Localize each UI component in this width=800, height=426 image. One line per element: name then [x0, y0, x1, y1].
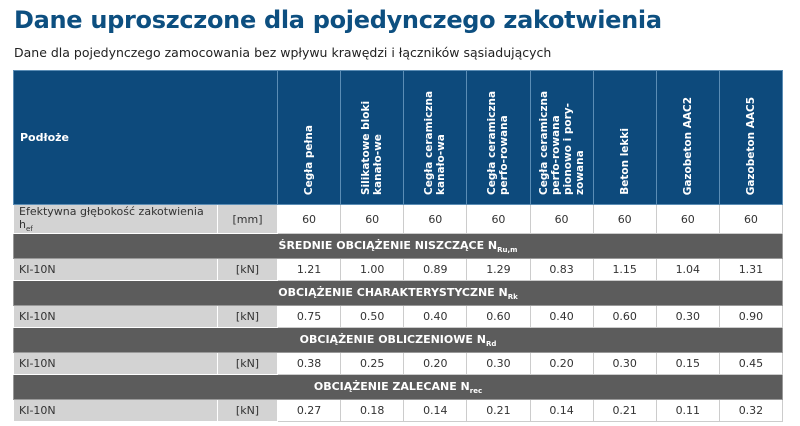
section-title-subscript: Ru,m — [497, 245, 518, 254]
value-cell: 0.89 — [403, 258, 468, 282]
value-cell: 0.21 — [592, 399, 657, 423]
anchor-data-table: Podłoże Cegła pełna Silikatowe bloki kana… — [13, 70, 784, 423]
section-title-subscript: rec — [469, 386, 483, 395]
section-title: OBCIĄŻENIE OBLICZENIOWE NRd — [13, 327, 783, 354]
column-header-label: Cegła ceramiczna perfo-rowana — [486, 90, 511, 195]
value-cell: 0.32 — [718, 399, 784, 423]
row-label-text: Efektywna głębokość zakotwienia h — [19, 205, 204, 231]
value-cell: 60 — [592, 203, 657, 235]
value-cell: 1.04 — [655, 258, 720, 282]
column-header-label: Cegła ceramiczna perfo-rowana pionowo i … — [537, 90, 586, 195]
value-cell: 0.11 — [655, 399, 720, 423]
section-title-subscript: Rk — [507, 292, 518, 301]
value-cell: 1.29 — [466, 258, 531, 282]
value-cell: 60 — [655, 203, 720, 235]
column-header: Gazobeton AAC2 — [655, 70, 720, 205]
value-cell: 60 — [466, 203, 531, 235]
column-header: Cegła pełna — [276, 70, 342, 205]
value-cell: 0.90 — [718, 305, 784, 329]
section-title-text: OBCIĄŻENIE CHARAKTERYSTYCZNE N — [278, 285, 508, 299]
value-cell: 0.14 — [403, 399, 468, 423]
value-cell: 0.45 — [718, 352, 784, 376]
section-header: ŚREDNIE OBCIĄŻENIE NISZCZĄCE NRu,m — [13, 233, 783, 260]
row-label-text: KI-10N — [19, 357, 56, 371]
value-cell: 60 — [276, 203, 342, 235]
section-header: OBCIĄŻENIE ZALECANE Nrec — [13, 374, 783, 401]
value-cell: 1.00 — [340, 258, 405, 282]
table-row: KI-10N [kN] 0.75 0.50 0.40 0.60 0.40 0.60 0.30 0.… — [13, 305, 784, 329]
column-header: Cegła ceramiczna perfo-rowana — [466, 70, 531, 205]
column-header-label: Gazobeton AAC5 — [744, 96, 757, 195]
value-cell: 0.30 — [592, 352, 657, 376]
page-subtitle: Dane dla pojedynczego zamocowania bez wp… — [14, 45, 552, 60]
value-cell: 0.15 — [655, 352, 720, 376]
section-title-subscript: Rd — [485, 339, 497, 348]
column-header: Beton lekki — [592, 70, 657, 205]
column-header: Cegła ceramiczna kanało-wa — [403, 70, 468, 205]
row-unit: [kN] — [217, 352, 278, 376]
section-title: ŚREDNIE OBCIĄŻENIE NISZCZĄCE NRu,m — [13, 233, 783, 260]
value-cell: 0.60 — [592, 305, 657, 329]
section-title-text: OBCIĄŻENIE OBLICZENIOWE N — [299, 332, 486, 346]
value-cell: 60 — [340, 203, 405, 235]
column-header-label: Gazobeton AAC2 — [681, 96, 694, 195]
value-cell: 0.50 — [340, 305, 405, 329]
row-unit: [kN] — [217, 258, 278, 282]
value-cell: 0.60 — [466, 305, 531, 329]
column-header-label: Beton lekki — [618, 128, 631, 195]
value-cell: 0.30 — [655, 305, 720, 329]
column-header-label: Silikatowe bloki kanało-we — [360, 100, 385, 195]
section-title: OBCIĄŻENIE ZALECANE Nrec — [13, 374, 783, 401]
column-header: Silikatowe bloki kanało-we — [340, 70, 405, 205]
column-header-label: Cegła ceramiczna kanało-wa — [423, 90, 448, 195]
column-header-label: Cegła pełna — [303, 124, 316, 195]
row-label-text: KI-10N — [19, 404, 56, 418]
depth-row: Efektywna głębokość zakotwienia hef [mm] 6… — [13, 203, 784, 235]
value-cell: 60 — [403, 203, 468, 235]
row-label: KI-10N — [13, 352, 218, 376]
row-label: KI-10N — [13, 258, 218, 282]
column-header: Cegła ceramiczna perfo-rowana pionowo i … — [529, 70, 594, 205]
section-header: OBCIĄŻENIE OBLICZENIOWE NRd — [13, 327, 783, 354]
table-row: KI-10N [kN] 1.21 1.00 0.89 1.29 0.83 1.15 1.04 1.… — [13, 258, 784, 282]
row-label: KI-10N — [13, 399, 218, 423]
value-cell: 0.83 — [529, 258, 594, 282]
row-label-subscript: ef — [25, 225, 33, 234]
section-header: OBCIĄŻENIE CHARAKTERYSTYCZNE NRk — [13, 280, 783, 307]
value-cell: 0.25 — [340, 352, 405, 376]
row-label-text: KI-10N — [19, 310, 56, 324]
value-cell: 0.27 — [276, 399, 342, 423]
page-title: Dane uproszczone dla pojedynczego zakotw… — [14, 6, 662, 34]
value-cell: 60 — [718, 203, 784, 235]
table-row: KI-10N [kN] 0.27 0.18 0.14 0.21 0.14 0.21 0.11 0.… — [13, 399, 784, 423]
table-row: KI-10N [kN] 0.38 0.25 0.20 0.30 0.20 0.30 0.15 0.… — [13, 352, 784, 376]
row-label: Efektywna głębokość zakotwienia hef — [13, 203, 218, 235]
value-cell: 0.75 — [276, 305, 342, 329]
value-cell: 0.38 — [276, 352, 342, 376]
value-cell: 0.20 — [403, 352, 468, 376]
value-cell: 0.21 — [466, 399, 531, 423]
value-cell: 0.20 — [529, 352, 594, 376]
column-header: Gazobeton AAC5 — [718, 70, 784, 205]
value-cell: 1.15 — [592, 258, 657, 282]
row-label-text: KI-10N — [19, 263, 56, 277]
value-cell: 0.14 — [529, 399, 594, 423]
value-cell: 0.40 — [403, 305, 468, 329]
value-cell: 0.40 — [529, 305, 594, 329]
unit-header — [217, 70, 278, 205]
row-unit: [mm] — [217, 203, 278, 235]
section-title: OBCIĄŻENIE CHARAKTERYSTYCZNE NRk — [13, 280, 783, 307]
substrate-header: Podłoże — [13, 70, 218, 205]
value-cell: 1.21 — [276, 258, 342, 282]
value-cell: 0.30 — [466, 352, 531, 376]
value-cell: 1.31 — [718, 258, 784, 282]
section-title-text: ŚREDNIE OBCIĄŻENIE NISZCZĄCE N — [278, 238, 498, 252]
section-title-text: OBCIĄŻENIE ZALECANE N — [313, 379, 470, 393]
value-cell: 60 — [529, 203, 594, 235]
row-label: KI-10N — [13, 305, 218, 329]
row-unit: [kN] — [217, 399, 278, 423]
row-unit: [kN] — [217, 305, 278, 329]
value-cell: 0.18 — [340, 399, 405, 423]
